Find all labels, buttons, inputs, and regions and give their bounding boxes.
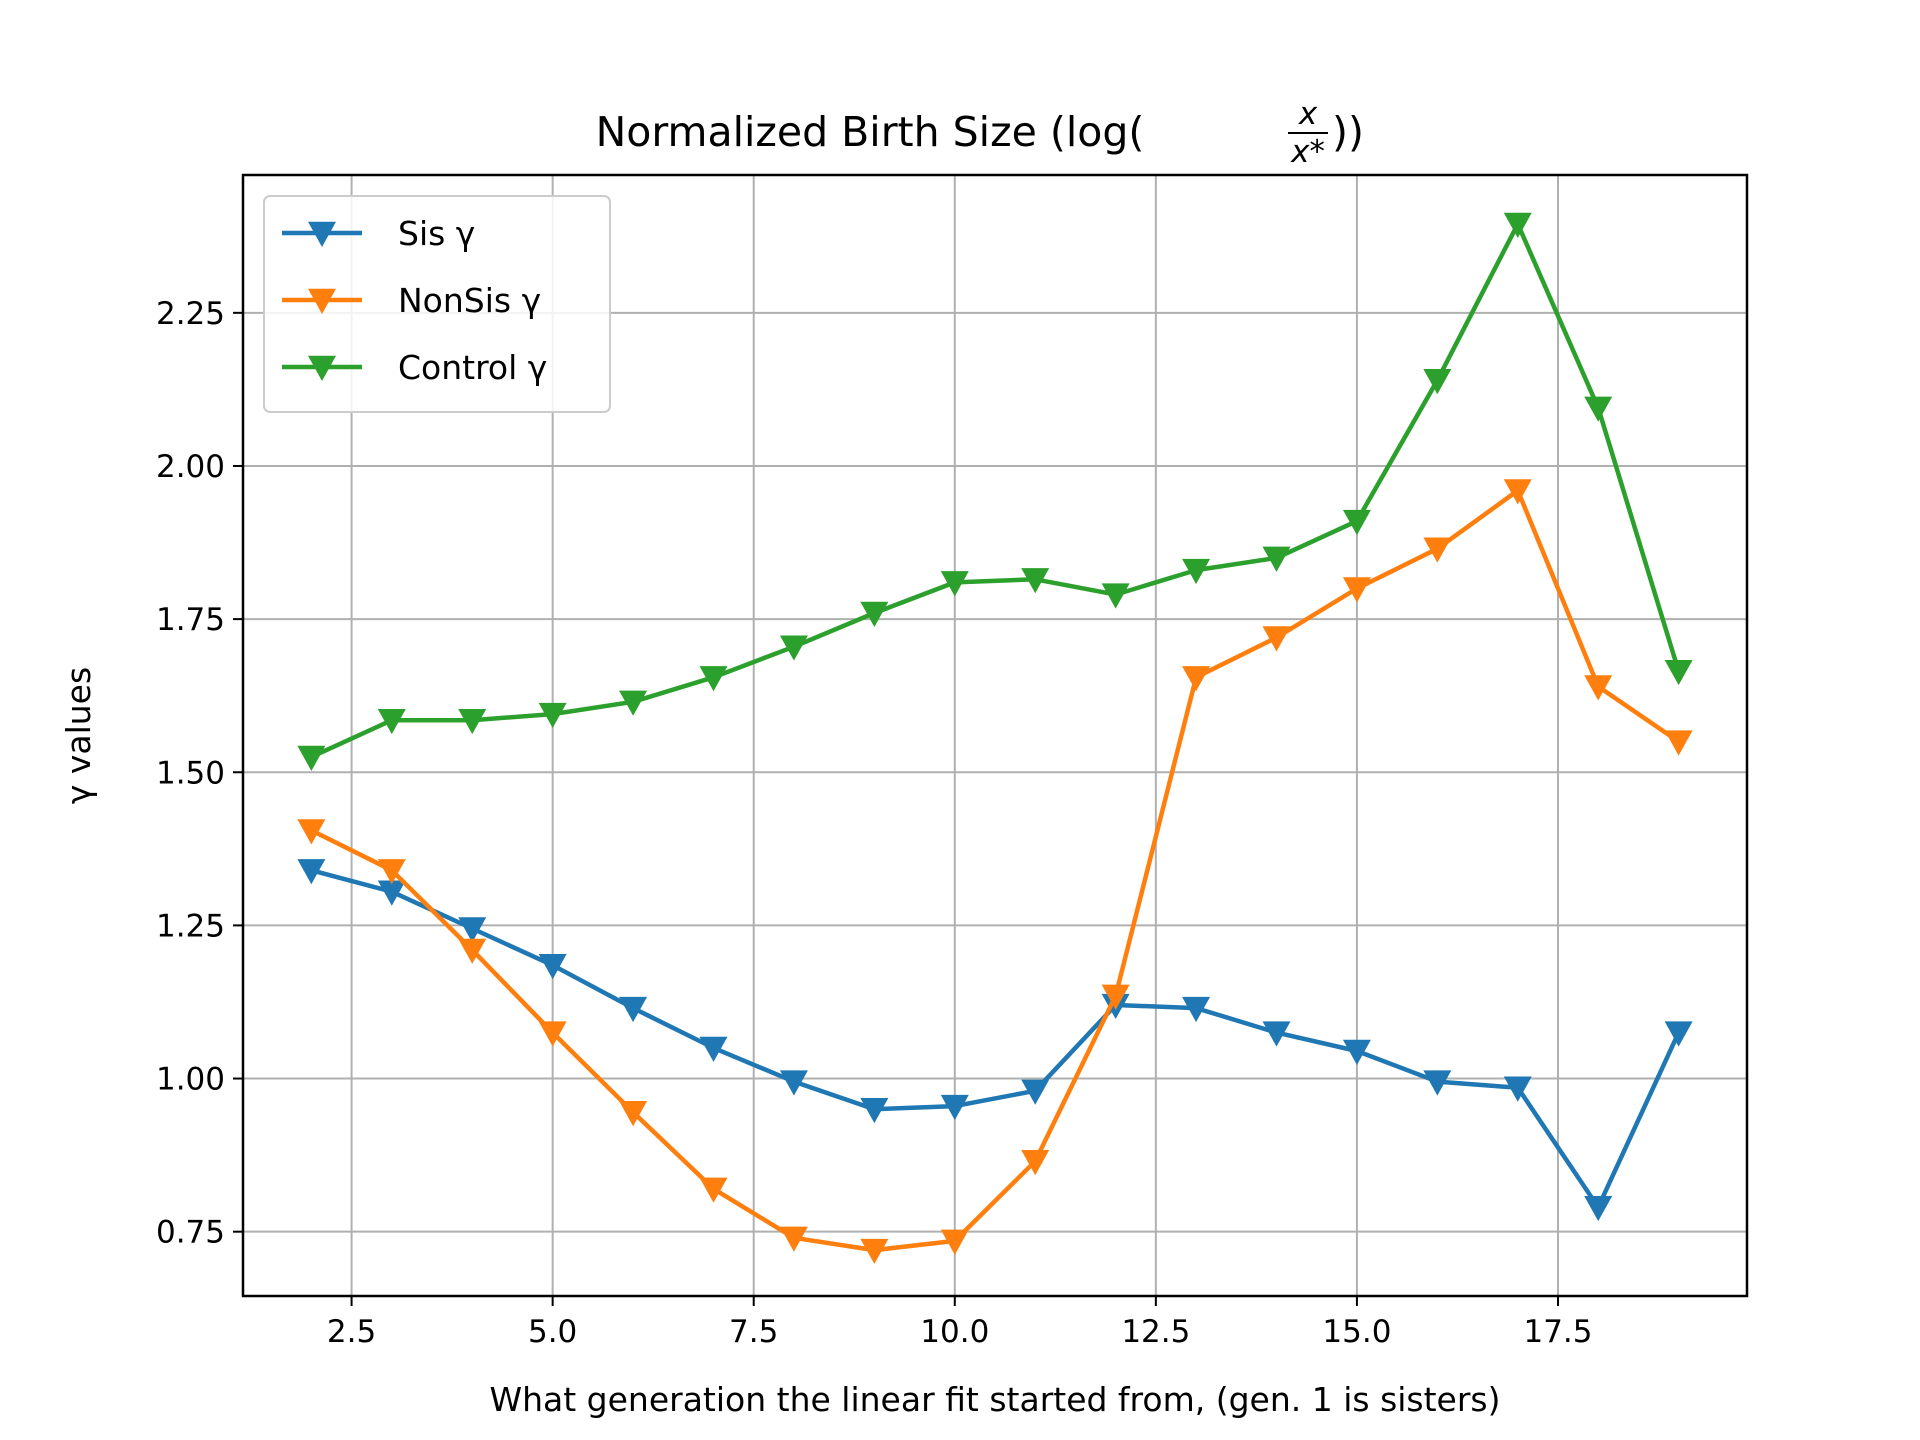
series-2 — [297, 212, 1693, 771]
data-point — [377, 859, 406, 885]
y-tick-label: 2.25 — [156, 296, 225, 332]
data-point — [619, 1101, 648, 1127]
data-point — [1182, 666, 1211, 692]
series-line — [310, 488, 1680, 1253]
x-tick-label: 17.5 — [1523, 1314, 1592, 1350]
series-1 — [297, 479, 1693, 1265]
x-tick-label: 15.0 — [1322, 1314, 1391, 1350]
data-point — [538, 954, 567, 980]
data-point — [860, 1238, 889, 1265]
data-point — [377, 708, 406, 735]
data-point — [1182, 996, 1211, 1023]
legend-marker — [308, 221, 336, 247]
title-main: Normalized Birth Size (log( — [596, 108, 1145, 156]
data-point — [1262, 546, 1291, 572]
data-point — [699, 666, 728, 692]
data-point — [860, 1097, 889, 1124]
data-point — [860, 601, 889, 627]
data-point — [1584, 1195, 1613, 1222]
data-point — [940, 1094, 969, 1121]
grid — [243, 175, 1747, 1296]
data-point — [1664, 1021, 1693, 1047]
data-point — [297, 745, 326, 771]
x-tick-label: 7.5 — [729, 1314, 778, 1350]
y-ticks: 0.75 1.00 1.25 1.50 1.75 2.00 2.25 — [156, 296, 243, 1251]
data-point — [1664, 659, 1693, 686]
data-point — [1182, 558, 1211, 585]
legend-item-2: Control γ — [282, 348, 547, 387]
y-tick-label: 1.25 — [156, 908, 225, 944]
data-point — [940, 1229, 969, 1255]
data-point — [779, 1070, 808, 1096]
chart-title: Normalized Birth Size (log( — [596, 108, 1145, 156]
data-point — [940, 571, 969, 597]
data-point — [619, 996, 648, 1023]
data-point — [1664, 730, 1693, 756]
data-point — [538, 702, 567, 729]
series-layer — [297, 212, 1693, 1265]
data-point — [1021, 1079, 1050, 1105]
data-point — [699, 1036, 728, 1062]
data-point — [458, 917, 487, 943]
legend-item-1: NonSis γ — [282, 281, 541, 320]
y-tick-label: 0.75 — [156, 1215, 225, 1251]
data-point — [1342, 1039, 1371, 1065]
legend-label: NonSis γ — [398, 281, 541, 320]
legend-label: Control γ — [398, 348, 547, 387]
y-tick-label: 1.50 — [156, 755, 225, 791]
x-tick-label: 10.0 — [920, 1314, 989, 1350]
data-point — [1423, 369, 1452, 395]
data-point — [619, 690, 648, 716]
data-point — [779, 1226, 808, 1252]
y-axis-label: γ values — [59, 667, 98, 804]
data-point — [538, 1021, 567, 1047]
data-point — [458, 708, 487, 735]
legend-marker — [308, 288, 336, 314]
data-point — [377, 880, 406, 906]
data-point — [1101, 984, 1130, 1010]
data-point — [1584, 675, 1613, 701]
data-point — [297, 859, 326, 885]
series-line — [310, 868, 1681, 1210]
y-tick-label: 1.75 — [156, 602, 225, 638]
title-fraction: x x* — [1288, 96, 1328, 170]
data-point — [1262, 1021, 1291, 1047]
series-line — [310, 221, 1681, 759]
data-point — [779, 635, 808, 661]
data-point — [1503, 479, 1532, 505]
x-tick-label: 2.5 — [327, 1314, 376, 1350]
data-point — [1101, 583, 1130, 609]
legend-item-0: Sis γ — [282, 214, 475, 253]
legend-label: Sis γ — [398, 214, 475, 253]
data-point — [1021, 1150, 1050, 1176]
y-tick-label: 2.00 — [156, 449, 225, 485]
plot-frame — [241, 173, 1749, 1298]
y-tick-label: 1.00 — [156, 1062, 225, 1098]
data-point — [699, 1177, 728, 1203]
x-tick-label: 5.0 — [528, 1314, 577, 1350]
title-fraction-denominator: x* — [1290, 134, 1325, 170]
data-point — [1423, 1070, 1452, 1096]
data-point — [458, 938, 487, 964]
x-axis-label: What generation the linear fit started f… — [489, 1380, 1500, 1419]
data-point — [297, 819, 326, 845]
series-0 — [297, 859, 1693, 1222]
x-ticks: 2.5 5.0 7.5 10.0 12.5 15.0 17.5 — [327, 1296, 1593, 1350]
legend: Sis γ NonSis γ Control γ — [263, 195, 611, 413]
data-point — [1342, 509, 1371, 536]
data-point — [1503, 212, 1532, 239]
data-point — [1584, 396, 1613, 422]
data-point — [1503, 1076, 1532, 1102]
legend-box — [263, 195, 611, 413]
title-close: )) — [1332, 108, 1364, 156]
x-tick-label: 12.5 — [1121, 1314, 1190, 1350]
legend-marker — [308, 355, 336, 381]
data-point — [1342, 577, 1371, 603]
data-point — [1423, 537, 1452, 563]
title-fraction-numerator: x — [1298, 96, 1318, 132]
data-point — [1262, 626, 1291, 652]
data-point — [1021, 568, 1050, 594]
